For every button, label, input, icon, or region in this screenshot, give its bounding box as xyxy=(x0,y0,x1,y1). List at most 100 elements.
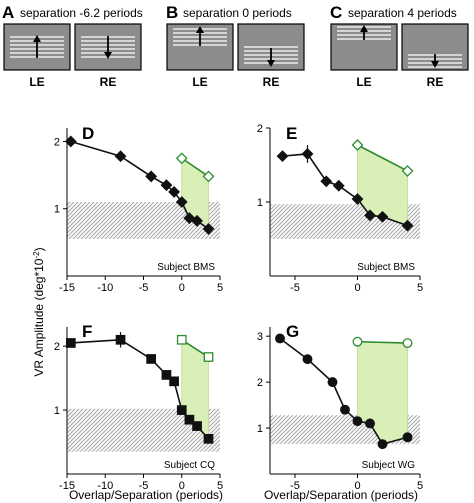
x-tick-label: 5 xyxy=(217,282,223,294)
data-point-circle xyxy=(302,354,313,365)
stimulus-panel-b: B separation 0 periods LE RE xyxy=(166,3,305,89)
data-point-diamond xyxy=(64,135,77,148)
re-label-b: RE xyxy=(263,75,280,89)
data-point-circle xyxy=(352,416,363,427)
subject-label: Subject CQ xyxy=(164,460,215,471)
data-point-square xyxy=(146,354,156,364)
x-tick-label: 0 xyxy=(179,480,185,492)
data-point-square xyxy=(192,421,202,431)
data-point-circle xyxy=(327,377,338,388)
down-arrow-icon xyxy=(431,54,439,68)
data-point-square xyxy=(176,405,187,415)
data-point-circle-open xyxy=(352,336,363,347)
difference-shading xyxy=(181,158,209,229)
data-point-diamond xyxy=(276,150,289,163)
data-point-circle xyxy=(340,404,350,415)
data-point-diamond-open xyxy=(175,152,188,165)
data-point-diamond-open xyxy=(401,165,414,177)
x-axis-label-right: Overlap/Separation (periods) xyxy=(264,488,418,502)
data-point-square xyxy=(169,376,179,387)
x-tick-label: -15 xyxy=(59,480,75,492)
y-tick-label: 1 xyxy=(54,405,60,417)
y-tick-label: 3 xyxy=(257,331,263,343)
data-point-square-open xyxy=(176,334,187,345)
y-tick-label: 1 xyxy=(257,197,263,209)
le-label-b: LE xyxy=(192,75,207,89)
data-point-diamond xyxy=(175,196,188,208)
x-tick-label: 0 xyxy=(354,282,360,294)
x-tick-label: -5 xyxy=(290,282,300,294)
data-point-square xyxy=(161,370,172,380)
re-label-a: RE xyxy=(100,75,117,89)
y-axis-label: VR Amplitude (deg*10-2) xyxy=(32,247,46,376)
x-tick-label: -10 xyxy=(97,480,113,492)
data-point-diamond xyxy=(401,219,414,232)
x-tick-label: 0 xyxy=(179,282,185,294)
up-arrow-icon xyxy=(360,25,368,40)
y-tick-label: 2 xyxy=(54,136,60,148)
stimulus-panel-c: C separation 4 periods LE RE xyxy=(330,3,469,89)
subject-label: Subject BMS xyxy=(157,262,215,273)
data-point-square xyxy=(115,334,126,345)
data-point-diamond xyxy=(160,179,173,192)
data-point-diamond xyxy=(351,193,364,205)
stimulus-panel-a: A separation -6.2 periods LE RE xyxy=(2,3,143,89)
data-point-diamond-open xyxy=(202,170,215,183)
panel-letter-g: G xyxy=(286,322,299,341)
re-label-c: RE xyxy=(427,75,444,89)
stimulus-title-b: separation 0 periods xyxy=(183,6,292,20)
stimulus-title-a: separation -6.2 periods xyxy=(20,6,143,20)
subject-label: Subject WG xyxy=(362,460,416,471)
y-tick-label: 2 xyxy=(257,123,263,135)
data-point-circle xyxy=(275,333,285,344)
data-point-diamond xyxy=(168,185,181,198)
difference-shading xyxy=(181,339,209,439)
panel-letter-b: B xyxy=(166,3,178,22)
y-tick-label: 1 xyxy=(257,423,263,435)
data-point-diamond xyxy=(202,222,215,235)
data-point-circle xyxy=(377,439,388,450)
le-label-a: LE xyxy=(29,75,44,89)
stimulus-title-c: separation 4 periods xyxy=(348,6,457,20)
series-line-open xyxy=(181,157,209,178)
panel-letter-f: F xyxy=(82,322,92,341)
series-line-open xyxy=(357,144,408,172)
down-arrow-icon xyxy=(104,36,112,59)
y-tick-label: 1 xyxy=(54,204,60,216)
data-point-diamond xyxy=(301,147,314,160)
data-point-circle xyxy=(402,432,413,443)
data-point-diamond xyxy=(320,175,333,188)
x-tick-label: -5 xyxy=(290,480,300,492)
panel-letter-e: E xyxy=(286,124,297,143)
x-tick-label: 0 xyxy=(354,480,360,492)
up-arrow-icon xyxy=(33,35,41,58)
data-point-square xyxy=(65,338,76,348)
x-tick-label: 5 xyxy=(417,480,423,492)
y-tick-label: 2 xyxy=(257,377,263,389)
panel-letter-c: C xyxy=(330,3,342,22)
data-point-square xyxy=(203,433,214,444)
data-point-diamond xyxy=(145,170,158,183)
x-tick-label: 5 xyxy=(417,282,423,294)
data-point-circle-open xyxy=(402,338,413,349)
data-point-diamond xyxy=(114,150,127,163)
x-tick-label: -10 xyxy=(97,282,113,294)
panel-letter-a: A xyxy=(2,3,14,22)
x-tick-label: -5 xyxy=(139,282,149,294)
subject-label: Subject BMS xyxy=(357,262,415,273)
x-tick-label: -5 xyxy=(139,480,149,492)
le-label-c: LE xyxy=(356,75,371,89)
x-tick-label: -15 xyxy=(59,282,75,294)
data-point-diamond-open xyxy=(351,139,364,151)
panel-letter-d: D xyxy=(82,124,94,143)
data-point-square xyxy=(184,414,195,425)
data-point-square-open xyxy=(203,352,214,362)
data-point-diamond xyxy=(332,179,345,192)
data-point-diamond xyxy=(364,209,376,222)
le-stimulus-b xyxy=(166,23,234,71)
